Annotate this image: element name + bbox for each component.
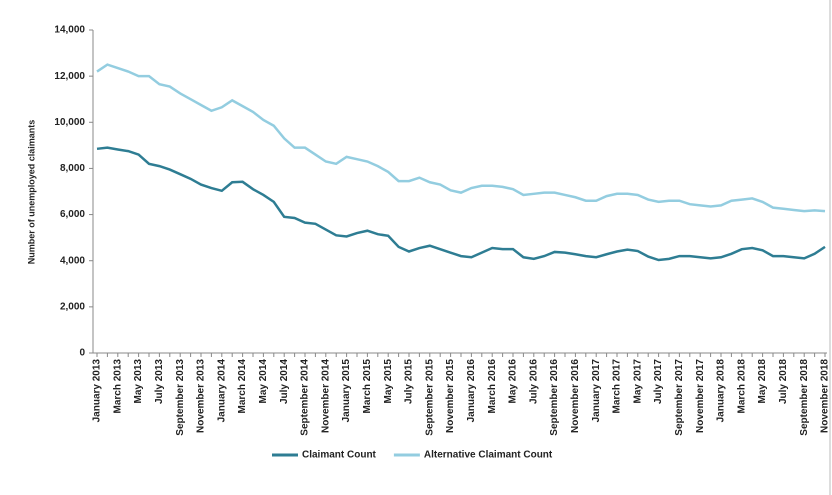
x-tick-label: July 2017 (653, 359, 664, 404)
x-tick-label: September 2014 (300, 359, 311, 436)
x-tick-label: July 2013 (154, 359, 165, 404)
x-tick-label: May 2014 (258, 359, 269, 404)
x-tick-label: July 2018 (778, 359, 789, 404)
x-tick-label: September 2013 (175, 359, 186, 436)
x-tick-label: July 2015 (404, 359, 415, 404)
x-tick-label: November 2014 (320, 359, 331, 433)
x-tick-label: May 2013 (133, 359, 144, 404)
x-tick-label: March 2018 (736, 359, 747, 414)
y-axis-label: Number of unemployed claimants (26, 120, 36, 265)
y-tick-label: 8,000 (60, 163, 85, 174)
x-tick-label: May 2015 (383, 359, 394, 404)
x-tick-label: July 2016 (528, 359, 539, 404)
x-tick-label: March 2013 (112, 359, 123, 414)
y-tick-label: 12,000 (54, 71, 85, 82)
x-tick-label: January 2015 (341, 359, 352, 423)
x-tick-label: July 2014 (279, 359, 290, 404)
x-tick-label: March 2014 (237, 359, 248, 414)
x-tick-label: May 2016 (508, 359, 519, 404)
x-tick-label: March 2017 (612, 359, 623, 414)
x-tick-label: November 2017 (695, 359, 706, 433)
x-tick-label: November 2015 (445, 359, 456, 433)
x-tick-label: January 2018 (716, 359, 727, 423)
x-tick-label: January 2014 (216, 359, 227, 423)
y-tick-label: 0 (79, 348, 85, 359)
x-tick-label: March 2016 (487, 359, 498, 414)
series-line (96, 146, 826, 262)
y-tick-label: 2,000 (60, 301, 85, 312)
x-tick-label: September 2015 (424, 359, 435, 436)
x-tick-label: March 2015 (362, 359, 373, 414)
y-tick-label: 6,000 (60, 209, 85, 220)
x-tick-label: November 2016 (570, 359, 581, 433)
x-tick-label: January 2013 (92, 359, 103, 423)
x-tick-label: September 2016 (549, 359, 560, 436)
x-tick-label: November 2018 (820, 359, 831, 433)
series-line (96, 63, 826, 213)
x-tick-label: September 2017 (674, 359, 685, 436)
x-tick-label: January 2016 (466, 359, 477, 423)
x-tick-label: September 2018 (799, 359, 810, 436)
x-tick-label: May 2018 (757, 359, 768, 404)
x-tick-label: January 2017 (591, 359, 602, 423)
legend-label: Claimant Count (302, 450, 377, 461)
y-tick-label: 4,000 (60, 255, 85, 266)
legend-label: Alternative Claimant Count (424, 450, 553, 461)
y-tick-label: 14,000 (54, 25, 85, 36)
x-tick-label: November 2013 (196, 359, 207, 433)
y-tick-label: 10,000 (54, 117, 85, 128)
x-tick-label: May 2017 (632, 359, 643, 404)
